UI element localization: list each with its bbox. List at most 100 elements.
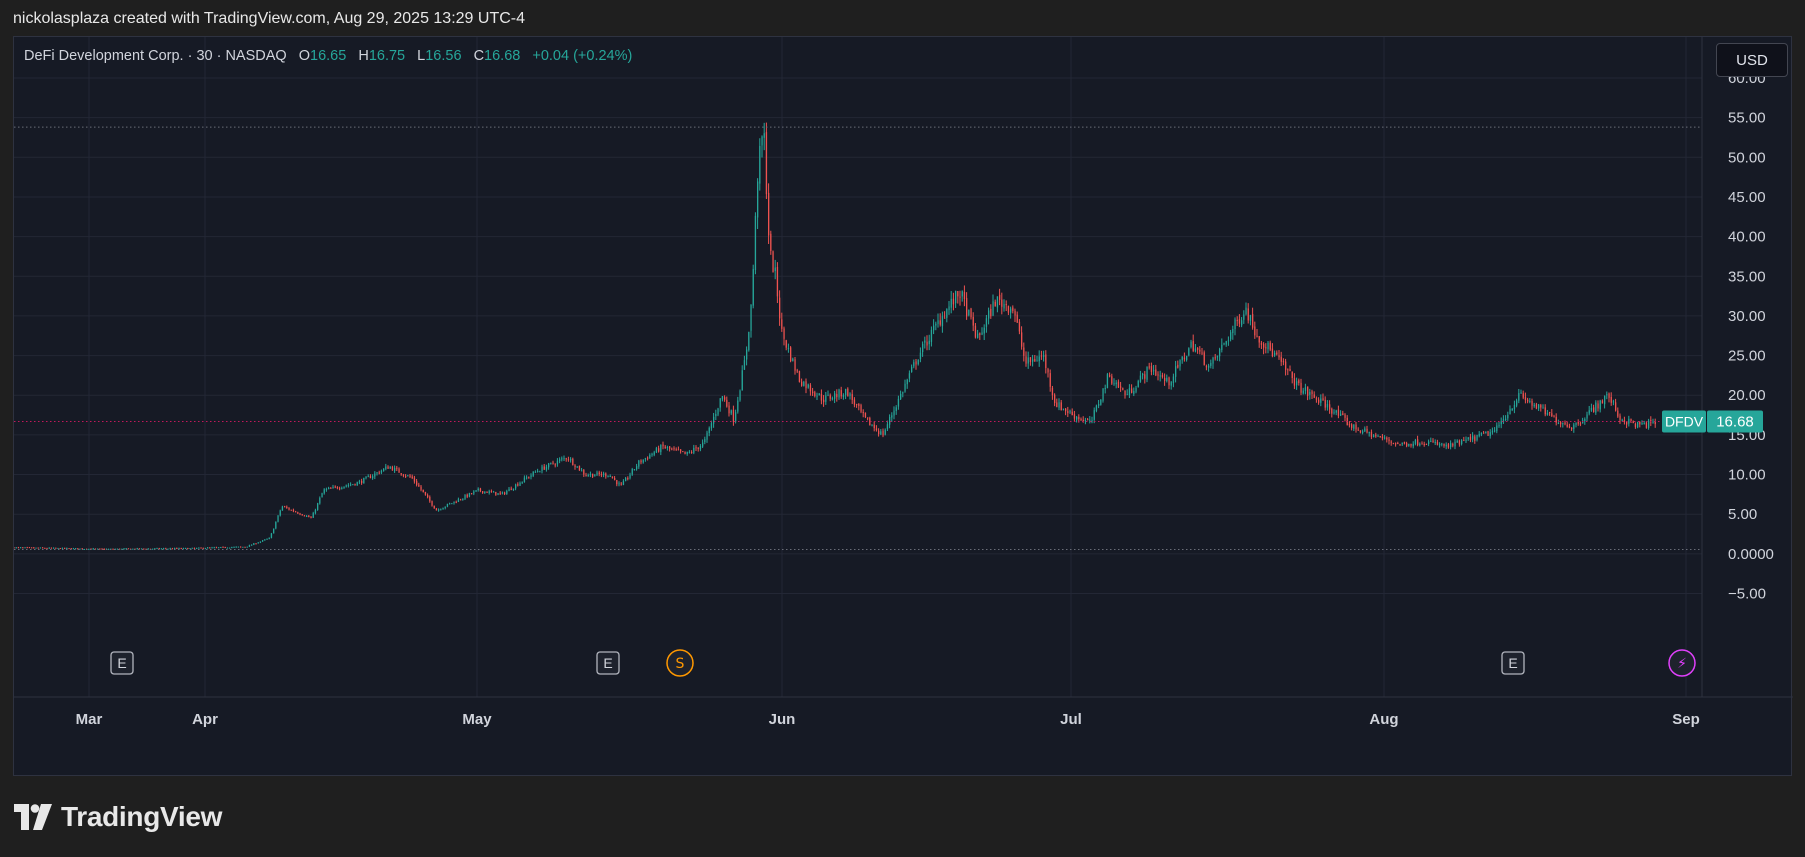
candle-body bbox=[1320, 398, 1322, 403]
candle-body bbox=[710, 423, 713, 429]
candle-body bbox=[952, 298, 955, 305]
candle-body bbox=[369, 476, 372, 479]
candle-body bbox=[609, 475, 611, 477]
candle-body bbox=[1476, 435, 1478, 441]
y-tick-label: 35.00 bbox=[1728, 268, 1766, 285]
candle-body bbox=[1243, 314, 1245, 320]
candle-body bbox=[1172, 376, 1175, 383]
candle-body bbox=[1494, 430, 1496, 432]
candle-body bbox=[1326, 404, 1329, 408]
candle-body bbox=[385, 466, 387, 469]
candle-body bbox=[160, 548, 163, 550]
candle-body bbox=[1379, 436, 1381, 438]
candle-body bbox=[127, 548, 130, 550]
earnings-event-marker[interactable]: E bbox=[1501, 651, 1525, 675]
candle-body bbox=[939, 320, 941, 325]
candle-body bbox=[394, 467, 396, 472]
ticker-tag-bg bbox=[1662, 410, 1706, 433]
candle-body bbox=[424, 491, 427, 495]
candle-body bbox=[444, 506, 446, 508]
candle-body bbox=[1148, 366, 1150, 368]
candle-body bbox=[1337, 409, 1340, 416]
candle-body bbox=[116, 548, 119, 550]
candle-body bbox=[750, 304, 752, 331]
ticker-tag-label: DFDV bbox=[1665, 414, 1704, 430]
candle-body bbox=[1199, 349, 1201, 352]
candle-body bbox=[1461, 440, 1463, 445]
candle-body bbox=[196, 547, 198, 549]
y-tick-label: 5.00 bbox=[1728, 506, 1757, 523]
candle-body bbox=[1285, 361, 1287, 370]
candle-body bbox=[1102, 388, 1104, 401]
candle-body bbox=[530, 475, 532, 477]
candle-body bbox=[1159, 375, 1161, 377]
candle-body bbox=[248, 545, 251, 547]
candle-body bbox=[495, 491, 497, 495]
currency-button[interactable]: USD bbox=[1716, 43, 1788, 77]
candle-body bbox=[587, 475, 589, 477]
candle-body bbox=[935, 323, 937, 326]
candle-body bbox=[1434, 442, 1436, 444]
candle-body bbox=[1032, 359, 1034, 362]
candle-body bbox=[697, 447, 699, 449]
candle-body bbox=[666, 446, 669, 448]
candle-body bbox=[627, 478, 629, 480]
candle-body bbox=[231, 547, 233, 549]
candle-body bbox=[1093, 410, 1095, 420]
candle-body bbox=[713, 416, 715, 424]
chart-panel[interactable]: 60.00 55.00 50.00 45.00 40.00 35.00 30.00 25.00… bbox=[13, 36, 1793, 777]
candle-body bbox=[108, 548, 110, 550]
candle-body bbox=[757, 181, 759, 218]
candle-body bbox=[152, 548, 154, 550]
dividend-badge-bg bbox=[1668, 649, 1696, 677]
earnings-event-marker[interactable]: E bbox=[110, 651, 134, 675]
candle-body bbox=[1166, 377, 1168, 382]
candle-body bbox=[1293, 378, 1296, 386]
dividend-event-marker[interactable]: ⚡ bbox=[1668, 649, 1696, 677]
candle-body bbox=[875, 428, 878, 431]
candle-body bbox=[457, 499, 460, 502]
candlestick-chart[interactable]: 60.0055.0050.0045.0040.0035.0030.0025.00… bbox=[14, 37, 1793, 777]
candle-body bbox=[915, 361, 917, 365]
candle-body bbox=[244, 546, 246, 548]
candle-body bbox=[299, 513, 301, 515]
candle-body bbox=[1113, 383, 1115, 385]
candle-body bbox=[37, 547, 39, 549]
tradingview-logo[interactable]: TradingView bbox=[14, 800, 222, 834]
candle-body bbox=[1058, 402, 1060, 408]
candle-body bbox=[427, 495, 429, 498]
candle-body bbox=[981, 332, 983, 335]
candle-body bbox=[834, 393, 836, 399]
candle-body bbox=[1133, 391, 1135, 394]
candle-body bbox=[253, 543, 255, 545]
candle-body bbox=[996, 296, 999, 308]
open-label: O bbox=[298, 48, 311, 64]
candle-body bbox=[1546, 412, 1549, 415]
candle-body bbox=[218, 547, 220, 549]
candle-body bbox=[930, 329, 933, 342]
candle-body bbox=[1507, 414, 1509, 419]
candle-body bbox=[1370, 431, 1373, 437]
candle-body bbox=[187, 548, 189, 550]
candle-body bbox=[603, 473, 605, 475]
candle-body bbox=[301, 514, 303, 516]
candle-body bbox=[284, 506, 286, 508]
candle-body bbox=[180, 548, 182, 550]
earnings-event-marker[interactable]: E bbox=[596, 651, 620, 675]
candle-body bbox=[55, 547, 57, 549]
candle-body bbox=[1542, 407, 1544, 409]
candle-body bbox=[1309, 392, 1311, 395]
candle-body bbox=[545, 466, 548, 470]
candle-body bbox=[365, 476, 367, 479]
candle-body bbox=[1054, 394, 1056, 404]
candle-body bbox=[794, 359, 796, 371]
candle-body bbox=[1436, 442, 1439, 445]
candle-body bbox=[314, 509, 317, 514]
candle-body bbox=[1472, 435, 1474, 440]
candle-body bbox=[1399, 444, 1401, 446]
candle-body bbox=[1595, 402, 1597, 413]
candle-body bbox=[1557, 423, 1560, 425]
candle-body bbox=[266, 538, 268, 540]
candle-body bbox=[706, 432, 708, 440]
split-event-marker[interactable]: S bbox=[666, 649, 694, 677]
